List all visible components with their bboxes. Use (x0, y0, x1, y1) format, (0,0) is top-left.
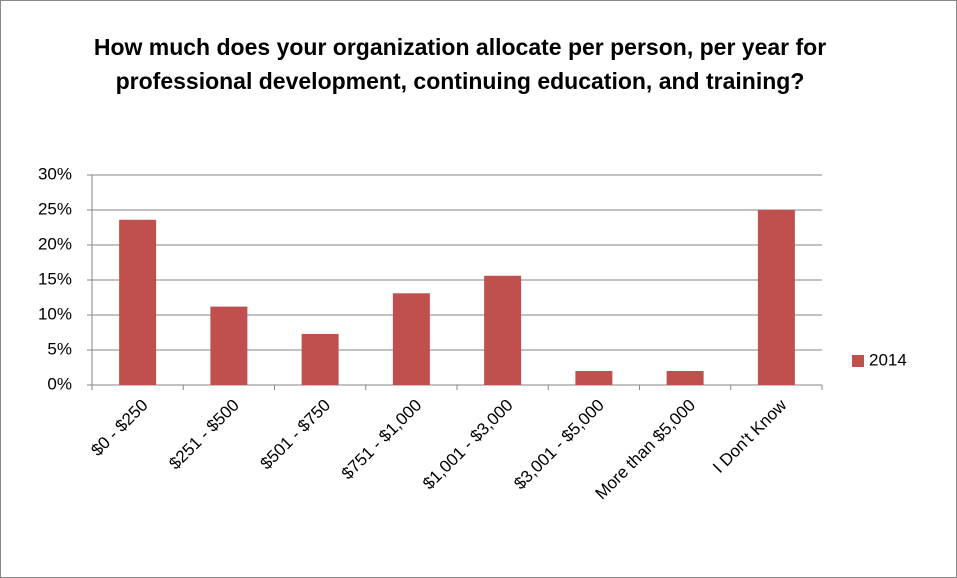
y-tick-label: 0% (47, 374, 72, 393)
y-tick-label: 15% (38, 269, 72, 288)
y-tick-label: 10% (38, 304, 72, 323)
bar (575, 371, 613, 385)
legend-swatch (852, 355, 864, 367)
bar (757, 210, 795, 385)
x-tick-label: $1,001 - $3,000 (419, 396, 517, 494)
bar (484, 275, 522, 385)
y-tick-label: 30% (38, 164, 72, 183)
bar (119, 219, 157, 385)
y-tick-label: 5% (47, 339, 72, 358)
x-tick-label: $0 - $250 (87, 396, 151, 460)
x-tick-label: $251 - $500 (165, 396, 243, 474)
bar (392, 293, 430, 385)
x-tick-label: $3,001 - $5,000 (510, 396, 608, 494)
chart-title: How much does your organization allocate… (93, 34, 827, 94)
bar (301, 333, 339, 385)
legend-label: 2014 (869, 350, 907, 369)
x-tick-label: I Don't Know (709, 395, 791, 477)
y-tick-label: 25% (38, 199, 72, 218)
bar (666, 371, 704, 385)
x-tick-label: More than $5,000 (591, 396, 699, 504)
x-tick-label: $501 - $750 (257, 396, 335, 474)
bar (210, 306, 248, 385)
y-tick-label: 20% (38, 234, 72, 253)
x-tick-label: $751 - $1,000 (338, 396, 426, 484)
